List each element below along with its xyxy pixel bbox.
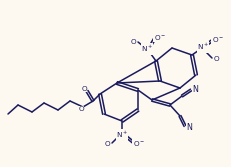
Text: O: O [81, 86, 86, 92]
Text: O: O [130, 39, 135, 45]
Text: O: O [212, 56, 218, 62]
Text: N: N [191, 85, 197, 94]
Text: O: O [104, 141, 109, 147]
Text: N$^+$: N$^+$ [140, 44, 152, 54]
Text: O: O [78, 106, 83, 112]
Text: N$^+$: N$^+$ [196, 42, 208, 52]
Text: O$^-$: O$^-$ [132, 139, 145, 148]
Text: N: N [185, 123, 191, 131]
Text: N$^+$: N$^+$ [116, 130, 128, 140]
Text: O$^-$: O$^-$ [211, 35, 223, 43]
Text: O$^-$: O$^-$ [153, 33, 165, 42]
